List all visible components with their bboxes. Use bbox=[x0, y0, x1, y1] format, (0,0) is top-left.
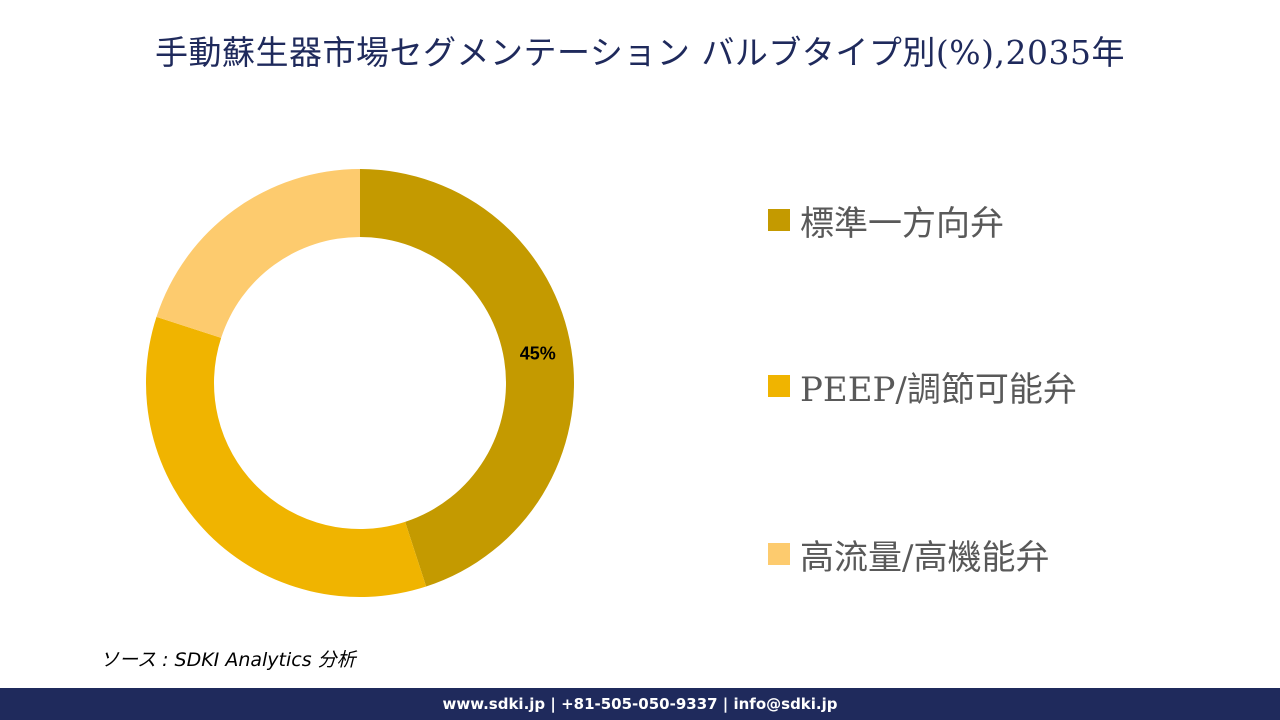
legend-label: PEEP/調節可能弁 bbox=[800, 369, 1077, 410]
donut-slice-3 bbox=[156, 169, 360, 338]
legend-swatch bbox=[768, 209, 790, 231]
legend-item-high-flow-valve: 高流量/高機能弁 bbox=[768, 524, 1049, 584]
legend-item-standard-valve: 標準一方向弁 bbox=[768, 190, 1004, 250]
chart-title: 手動蘇生器市場セグメンテーション バルブタイプ別(%),2035年 bbox=[155, 33, 1125, 72]
legend-label: 高流量/高機能弁 bbox=[800, 537, 1050, 578]
source-note: ソース : SDKI Analytics 分析 bbox=[100, 649, 356, 671]
legend-swatch bbox=[768, 543, 790, 565]
donut-slice-1 bbox=[360, 169, 574, 587]
donut-chart: 45% bbox=[145, 169, 574, 597]
data-label-1: 45% bbox=[520, 344, 556, 364]
legend-item-peep-valve: PEEP/調節可能弁 bbox=[768, 356, 1077, 416]
legend-label: 標準一方向弁 bbox=[800, 203, 1004, 244]
legend-swatch bbox=[768, 375, 790, 397]
footer-contact-bar: www.sdki.jp | +81-505-050-9337 | info@sd… bbox=[0, 688, 1280, 720]
donut-slice-2 bbox=[145, 316, 427, 597]
